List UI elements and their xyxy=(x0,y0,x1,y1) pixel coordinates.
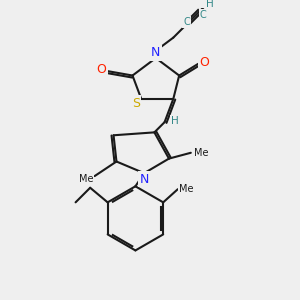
Text: C: C xyxy=(183,16,190,27)
Text: O: O xyxy=(96,63,106,76)
Text: S: S xyxy=(132,97,140,110)
Text: N: N xyxy=(140,172,149,185)
Text: N: N xyxy=(151,46,160,59)
Text: Me: Me xyxy=(79,174,93,184)
Text: O: O xyxy=(200,56,209,69)
Text: Me: Me xyxy=(194,148,208,158)
Text: Me: Me xyxy=(179,184,194,194)
Text: H: H xyxy=(206,0,214,9)
Text: C: C xyxy=(200,10,206,20)
Text: H: H xyxy=(171,116,179,126)
